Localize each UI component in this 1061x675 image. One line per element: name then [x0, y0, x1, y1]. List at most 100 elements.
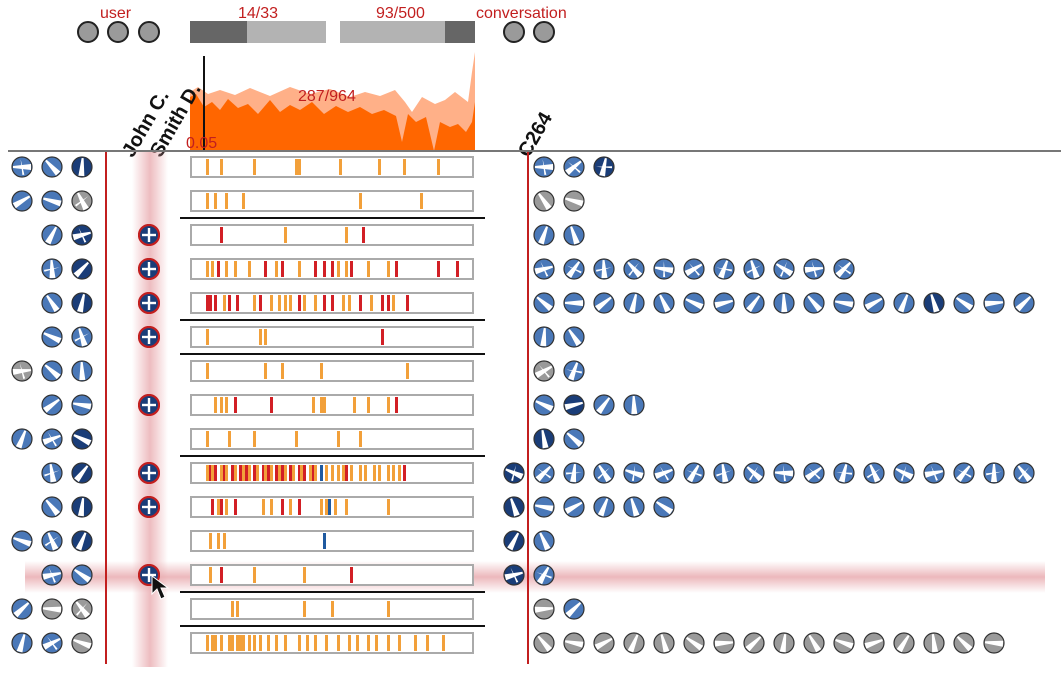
conversation-icon[interactable]: [773, 632, 795, 654]
c264-icon[interactable]: [503, 530, 525, 552]
message-mark[interactable]: [312, 397, 315, 413]
conversation-icon[interactable]: [833, 462, 855, 484]
message-mark[interactable]: [231, 465, 234, 481]
message-mark[interactable]: [275, 635, 278, 651]
smith-selected-icon[interactable]: [138, 326, 160, 348]
message-mark[interactable]: [214, 635, 217, 651]
message-mark[interactable]: [253, 465, 256, 481]
message-mark[interactable]: [320, 499, 323, 515]
conversation-icon[interactable]: [983, 632, 1005, 654]
conversation-icon[interactable]: [713, 462, 735, 484]
message-mark[interactable]: [356, 635, 359, 651]
conversation-icon[interactable]: [893, 632, 915, 654]
message-mark[interactable]: [225, 397, 228, 413]
smith-selected-icon[interactable]: [138, 462, 160, 484]
message-mark[interactable]: [278, 295, 281, 311]
message-mark[interactable]: [234, 499, 237, 515]
conversation-track[interactable]: [190, 156, 474, 178]
conversation-icon[interactable]: [533, 190, 555, 212]
message-mark[interactable]: [256, 465, 259, 481]
message-mark[interactable]: [395, 397, 398, 413]
message-mark[interactable]: [373, 465, 376, 481]
conversation-icon[interactable]: [833, 632, 855, 654]
message-mark[interactable]: [387, 465, 390, 481]
message-mark[interactable]: [337, 635, 340, 651]
message-mark[interactable]: [350, 465, 353, 481]
conversation-icon[interactable]: [743, 632, 765, 654]
conversation-icon[interactable]: [923, 462, 945, 484]
conversation-icon[interactable]: [533, 564, 555, 586]
message-mark[interactable]: [236, 601, 239, 617]
message-mark[interactable]: [220, 159, 223, 175]
conversation-icon[interactable]: [533, 530, 555, 552]
message-mark[interactable]: [262, 465, 265, 481]
conversation-range-slider[interactable]: [340, 21, 475, 43]
message-mark[interactable]: [275, 261, 278, 277]
message-mark[interactable]: [270, 295, 273, 311]
user-icon[interactable]: [71, 462, 93, 484]
message-mark[interactable]: [314, 261, 317, 277]
user-filter-circle[interactable]: [77, 21, 99, 43]
message-mark[interactable]: [270, 465, 273, 481]
message-mark[interactable]: [281, 465, 284, 481]
message-mark[interactable]: [312, 465, 315, 481]
user-icon[interactable]: [41, 496, 63, 518]
message-mark[interactable]: [359, 193, 362, 209]
message-mark[interactable]: [403, 159, 406, 175]
conversation-icon[interactable]: [653, 462, 675, 484]
message-mark[interactable]: [362, 227, 365, 243]
message-mark[interactable]: [350, 261, 353, 277]
message-mark[interactable]: [442, 635, 445, 651]
message-mark[interactable]: [211, 261, 214, 277]
message-mark[interactable]: [298, 261, 301, 277]
conversation-icon[interactable]: [773, 258, 795, 280]
conversation-icon[interactable]: [623, 292, 645, 314]
conversation-icon[interactable]: [653, 632, 675, 654]
message-mark[interactable]: [275, 465, 278, 481]
message-mark[interactable]: [437, 261, 440, 277]
conversation-icon[interactable]: [563, 496, 585, 518]
conversation-icon[interactable]: [653, 258, 675, 280]
message-mark[interactable]: [259, 635, 262, 651]
user-icon[interactable]: [41, 292, 63, 314]
message-mark[interactable]: [262, 499, 265, 515]
message-mark[interactable]: [345, 499, 348, 515]
message-mark[interactable]: [217, 261, 220, 277]
conversation-icon[interactable]: [803, 462, 825, 484]
conversation-track[interactable]: [190, 564, 474, 586]
conversation-icon[interactable]: [623, 496, 645, 518]
message-mark[interactable]: [234, 397, 237, 413]
conversation-icon[interactable]: [653, 496, 675, 518]
conversation-icon[interactable]: [623, 462, 645, 484]
conversation-icon[interactable]: [743, 462, 765, 484]
message-mark[interactable]: [234, 261, 237, 277]
conversation-icon[interactable]: [653, 292, 675, 314]
message-mark[interactable]: [209, 533, 212, 549]
message-mark[interactable]: [223, 465, 226, 481]
message-mark[interactable]: [220, 635, 223, 651]
message-mark[interactable]: [387, 635, 390, 651]
conversation-icon[interactable]: [983, 292, 1005, 314]
conversation-icon[interactable]: [533, 292, 555, 314]
conversation-track[interactable]: [190, 530, 474, 552]
message-mark[interactable]: [325, 635, 328, 651]
conversation-icon[interactable]: [683, 462, 705, 484]
conversation-icon[interactable]: [623, 394, 645, 416]
conversation-icon[interactable]: [593, 292, 615, 314]
conversation-icon[interactable]: [803, 632, 825, 654]
message-mark[interactable]: [406, 363, 409, 379]
message-mark[interactable]: [387, 601, 390, 617]
user-icon[interactable]: [11, 598, 33, 620]
message-mark[interactable]: [392, 465, 395, 481]
conversation-icon[interactable]: [863, 292, 885, 314]
message-mark[interactable]: [220, 397, 223, 413]
message-mark[interactable]: [303, 465, 306, 481]
conversation-icon[interactable]: [743, 292, 765, 314]
message-mark[interactable]: [323, 295, 326, 311]
conversation-icon[interactable]: [533, 632, 555, 654]
conversation-icon[interactable]: [533, 360, 555, 382]
message-mark[interactable]: [353, 397, 356, 413]
conversation-icon[interactable]: [533, 326, 555, 348]
conversation-icon[interactable]: [533, 598, 555, 620]
user-icon[interactable]: [71, 360, 93, 382]
